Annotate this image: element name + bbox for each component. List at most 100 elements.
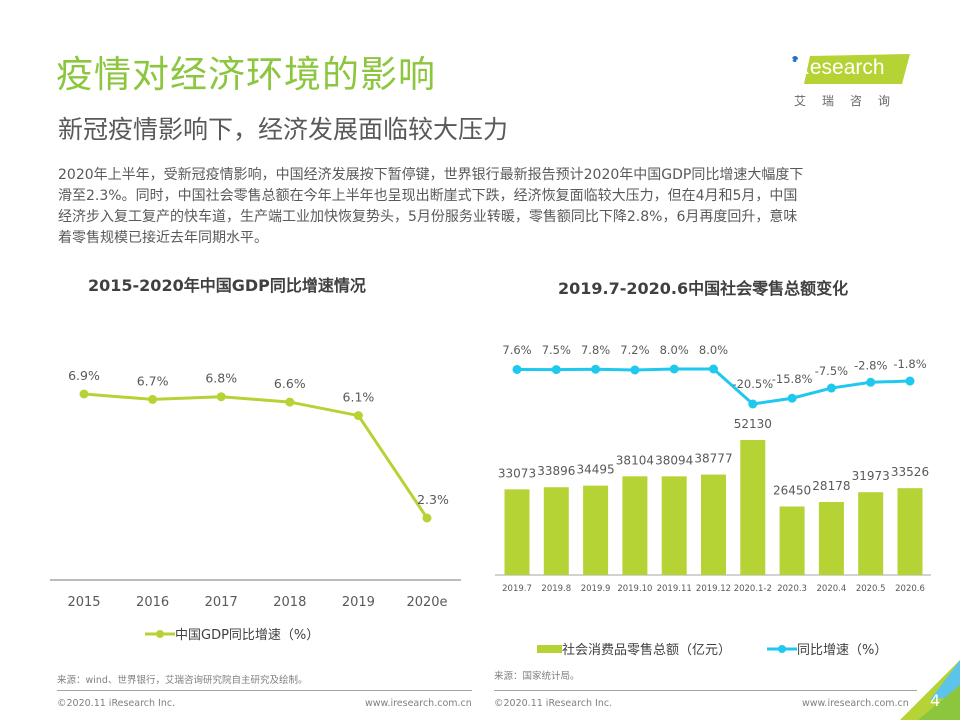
gdp-data-point xyxy=(216,392,226,402)
gdp-data-point xyxy=(148,394,158,404)
retail-x-tick-label: 2019.11 xyxy=(657,584,692,594)
retail-x-tick-label: 2019.7 xyxy=(502,584,532,594)
retail-growth-point xyxy=(630,365,640,375)
retail-source-note: 来源：国家统计局。 xyxy=(494,671,580,682)
retail-bar-label: 33526 xyxy=(891,465,929,479)
retail-bar xyxy=(583,485,609,575)
retail-growth-label: -2.8% xyxy=(854,358,887,372)
gdp-data-label: 6.8% xyxy=(205,371,237,386)
gdp-legend-label: 中国GDP同比增速（%） xyxy=(175,628,320,643)
retail-growth-label: -15.8% xyxy=(772,372,813,386)
retail-bar xyxy=(661,476,687,575)
summary-line: 着零售规模已接近去年同期水平。 xyxy=(58,230,268,246)
retail-growth-point xyxy=(669,364,679,374)
retail-bar-label: 28178 xyxy=(812,479,850,493)
retail-bar xyxy=(897,488,923,575)
corner-decoration xyxy=(900,660,960,720)
gdp-source-note: 来源：wind、世界银行，艾瑞咨询研究院自主研究及绘制。 xyxy=(57,675,308,686)
retail-chart-title: 2019.7-2020.6中国社会零售总额变化 xyxy=(558,279,849,298)
footer-copyright-left: ©2020.11 iResearch Inc. xyxy=(57,698,176,709)
gdp-x-tick-label: 2016 xyxy=(136,595,169,610)
retail-x-tick-label: 2020.6 xyxy=(895,584,925,594)
retail-legend-bar: 社会消费品零售总额（亿元） xyxy=(537,639,731,658)
retail-bar xyxy=(740,440,766,575)
retail-bar-label: 38094 xyxy=(655,453,693,467)
gdp-line-chart: 6.9% 2015 6.7% 2016 6.8% 2017 6.6% 2018 6.1% 2019… xyxy=(50,368,461,610)
footer-url-right[interactable]: www.iresearch.com.cn xyxy=(802,698,909,709)
gdp-data-label: 6.9% xyxy=(68,368,100,383)
retail-growth-point xyxy=(709,364,718,374)
retail-bar-label: 33896 xyxy=(537,464,575,478)
retail-growth-point xyxy=(512,364,522,374)
retail-growth-point xyxy=(591,364,601,374)
page-number: 4 xyxy=(930,691,941,710)
summary-line: 经济步入复工复产的快车道，生产端工业加快恢复势头，5月份服务业转暖，零售额同比下… xyxy=(58,209,798,225)
retail-legend-bar-label: 社会消费品零售总额（亿元） xyxy=(562,643,732,658)
retail-bar xyxy=(858,492,884,575)
retail-bar xyxy=(543,487,569,575)
logo-cn-text: 艾瑞咨询 xyxy=(794,94,907,108)
retail-growth-point xyxy=(905,376,915,386)
retail-legend-line-label: 同比增速（%） xyxy=(797,643,888,658)
retail-growth-label: 7.2% xyxy=(620,343,649,357)
retail-x-tick-label: 2020.3 xyxy=(777,584,807,594)
retail-x-tick-label: 2020.5 xyxy=(856,584,886,594)
iresearch-logo: iResearch 艾瑞咨询 xyxy=(790,54,910,114)
page-title: 疫情对经济环境的影响 xyxy=(56,53,436,96)
summary-line: 2020年上半年，受新冠疫情影响，中国经济发展按下暂停键，世界银行最新报告预计2… xyxy=(58,167,804,183)
retail-bar-label: 34495 xyxy=(577,463,615,477)
retail-growth-label: 8.0% xyxy=(699,343,728,357)
legend-line-marker-icon xyxy=(145,629,175,638)
retail-bar xyxy=(779,506,805,575)
legend-line-marker-icon xyxy=(767,644,797,653)
retail-bar-label: 52130 xyxy=(734,417,772,431)
gdp-legend: 中国GDP同比增速（%） xyxy=(145,624,319,643)
retail-growth-line xyxy=(516,367,911,406)
page-subtitle: 新冠疫情影响下，经济发展面临较大压力 xyxy=(58,115,509,144)
footer-copyright-right: ©2020.11 iResearch Inc. xyxy=(494,698,613,709)
gdp-data-label: 6.6% xyxy=(274,376,306,391)
retail-growth-label: 7.5% xyxy=(542,343,571,357)
retail-x-tick-label: 2019.10 xyxy=(617,584,652,594)
gdp-chart-title: 2015-2020年中国GDP同比增速情况 xyxy=(88,276,366,295)
retail-bar xyxy=(701,474,726,575)
footer-divider-left xyxy=(57,690,472,691)
gdp-x-tick-label: 2019 xyxy=(342,595,375,610)
footer-divider-right xyxy=(494,690,917,691)
gdp-data-label: 6.7% xyxy=(137,373,169,388)
gdp-x-tick-label: 2015 xyxy=(67,595,100,610)
retail-growth-point xyxy=(551,365,561,375)
retail-growth-label: 7.6% xyxy=(502,343,531,357)
gdp-x-tick-label: 2018 xyxy=(273,595,306,610)
retail-bar-label: 33073 xyxy=(498,466,536,480)
retail-growth-point xyxy=(866,377,876,387)
retail-growth-label: 8.0% xyxy=(660,343,689,357)
gdp-data-point xyxy=(79,389,89,399)
gdp-series-line xyxy=(83,392,429,519)
logo-text: iResearch xyxy=(790,56,885,79)
gdp-data-point xyxy=(353,411,363,421)
retail-growth-label: 7.8% xyxy=(581,343,610,357)
gdp-data-point xyxy=(285,397,295,407)
retail-growth-label: -20.5% xyxy=(732,377,773,391)
retail-growth-label: -7.5% xyxy=(815,364,848,378)
summary-line: 滑至2.3%。同时，中国社会零售总额在今年上半年也呈现出断崖式下跌，经济恢复面临… xyxy=(58,188,798,204)
retail-x-tick-label: 2020.4 xyxy=(817,584,847,594)
logo-dot-icon xyxy=(792,56,798,62)
retail-combo-chart: 33073 2019.7 33896 2019.8 34495 2019.9 38104 20… xyxy=(495,343,931,594)
retail-growth-label: -1.8% xyxy=(893,357,926,371)
gdp-x-tick-label: 2017 xyxy=(205,595,238,610)
retail-x-tick-label: 2020.1-2 xyxy=(734,584,772,594)
retail-legend-line: 同比增速（%） xyxy=(767,639,887,658)
summary-paragraph: 2020年上半年，受新冠疫情影响，中国经济发展按下暂停键，世界银行最新报告预计2… xyxy=(58,165,918,249)
retail-x-tick-label: 2019.9 xyxy=(581,584,611,594)
retail-x-tick-label: 2019.8 xyxy=(541,584,571,594)
gdp-x-tick-label: 2020e xyxy=(406,595,447,610)
footer-url-left[interactable]: www.iresearch.com.cn xyxy=(365,698,472,709)
retail-bar-label: 26450 xyxy=(773,484,811,498)
retail-bar-label: 38777 xyxy=(694,452,732,466)
gdp-data-label: 6.1% xyxy=(343,390,375,405)
retail-growth-point xyxy=(748,399,758,409)
retail-bar xyxy=(622,476,648,575)
gdp-data-label: 2.3% xyxy=(417,492,449,507)
